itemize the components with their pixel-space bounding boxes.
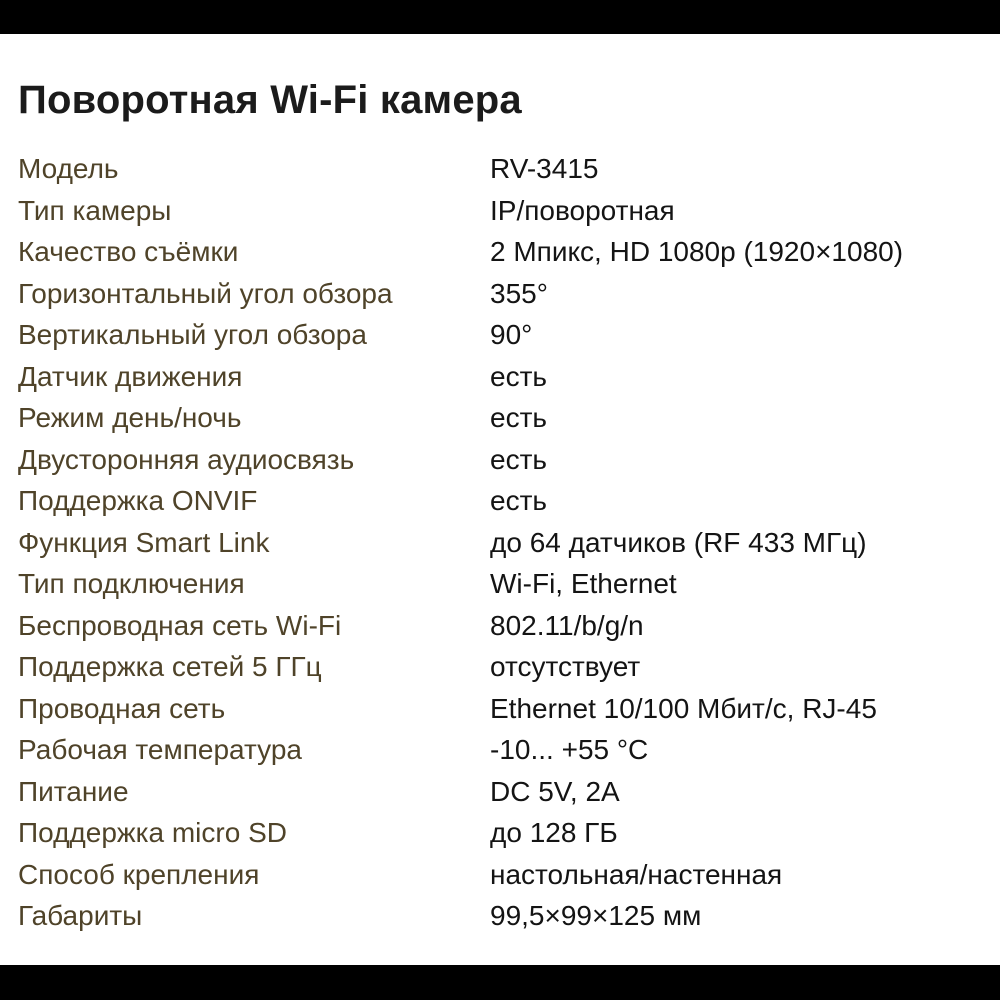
- spec-row: Питание DC 5V, 2A: [18, 771, 982, 813]
- spec-table: Модель RV-3415 Тип камеры IP/поворотная Каче…: [18, 148, 982, 937]
- spec-label: Режим день/ночь: [18, 402, 242, 433]
- spec-content: Поворотная Wi-Fi камера Модель RV-3415 Тип…: [0, 34, 1000, 937]
- spec-value: Ethernet 10/100 Мбит/с, RJ-45: [490, 692, 877, 724]
- spec-row: Поддержка сетей 5 ГГц отсутствует: [18, 646, 982, 688]
- spec-row: Рабочая температура -10... +55 °C: [18, 729, 982, 771]
- spec-label: Поддержка сетей 5 ГГц: [18, 651, 322, 682]
- spec-value: DC 5V, 2A: [490, 775, 620, 807]
- spec-row: Тип подключения Wi-Fi, Ethernet: [18, 563, 982, 605]
- top-letterbox-bar: [0, 0, 1000, 34]
- spec-label: Питание: [18, 775, 129, 807]
- spec-value: 90°: [490, 319, 533, 350]
- spec-value: IP/поворотная: [490, 194, 675, 226]
- spec-label: Двусторонняя аудиосвязь: [18, 443, 355, 475]
- spec-row: Качество съёмки 2 Мпикс, HD 1080p (1920×1…: [18, 231, 982, 273]
- spec-value: RV-3415: [490, 153, 599, 184]
- spec-label: Модель: [18, 153, 119, 184]
- spec-label: Беспроводная сеть Wi-Fi: [18, 609, 342, 641]
- spec-row: Поддержка micro SD до 128 ГБ: [18, 812, 982, 854]
- spec-row: Двусторонняя аудиосвязь есть: [18, 439, 982, 481]
- spec-label: Датчик движения: [18, 360, 243, 392]
- spec-value: есть: [490, 485, 547, 516]
- spec-label: Габариты: [18, 900, 143, 931]
- spec-value: есть: [490, 402, 547, 433]
- spec-value: до 128 ГБ: [490, 817, 618, 848]
- spec-value: настольная/настенная: [490, 858, 783, 890]
- spec-value: есть: [490, 443, 547, 475]
- spec-value: 99,5×99×125 мм: [490, 900, 702, 931]
- spec-row: Беспроводная сеть Wi-Fi 802.11/b/g/n: [18, 605, 982, 647]
- spec-row: Режим день/ночь есть: [18, 397, 982, 439]
- page-title: Поворотная Wi-Fi камера: [18, 78, 522, 122]
- spec-label: Поддержка ONVIF: [18, 485, 258, 516]
- spec-row: Способ крепления настольная/настенная: [18, 854, 982, 896]
- spec-value: 355°: [490, 277, 548, 309]
- spec-label: Горизонтальный угол обзора: [18, 277, 393, 309]
- spec-value: 802.11/b/g/n: [490, 609, 644, 641]
- spec-value: Wi-Fi, Ethernet: [490, 568, 677, 599]
- spec-label: Проводная сеть: [18, 692, 226, 724]
- spec-label: Тип камеры: [18, 194, 172, 226]
- spec-row: Модель RV-3415: [18, 148, 982, 190]
- spec-label: Тип подключения: [18, 568, 245, 599]
- spec-row: Вертикальный угол обзора 90°: [18, 314, 982, 356]
- spec-label: Способ крепления: [18, 858, 260, 890]
- spec-value: -10... +55 °C: [490, 734, 649, 765]
- spec-row: Горизонтальный угол обзора 355°: [18, 273, 982, 315]
- spec-row: Функция Smart Link до 64 датчиков (RF 433…: [18, 522, 982, 564]
- spec-label: Вертикальный угол обзора: [18, 319, 367, 350]
- spec-row: Поддержка ONVIF есть: [18, 480, 982, 522]
- spec-row: Тип камеры IP/поворотная: [18, 190, 982, 232]
- spec-value: есть: [490, 360, 547, 392]
- spec-row: Габариты 99,5×99×125 мм: [18, 895, 982, 937]
- bottom-letterbox-bar: [0, 965, 1000, 1000]
- spec-value: до 64 датчиков (RF 433 МГц): [490, 526, 867, 558]
- spec-label: Рабочая температура: [18, 734, 302, 765]
- spec-row: Датчик движения есть: [18, 356, 982, 398]
- spec-label: Поддержка micro SD: [18, 817, 287, 848]
- spec-value: отсутствует: [490, 651, 641, 682]
- spec-value: 2 Мпикс, HD 1080p (1920×1080): [490, 236, 904, 267]
- spec-row: Проводная сеть Ethernet 10/100 Мбит/с, RJ…: [18, 688, 982, 730]
- spec-label: Функция Smart Link: [18, 526, 270, 558]
- spec-label: Качество съёмки: [18, 236, 239, 267]
